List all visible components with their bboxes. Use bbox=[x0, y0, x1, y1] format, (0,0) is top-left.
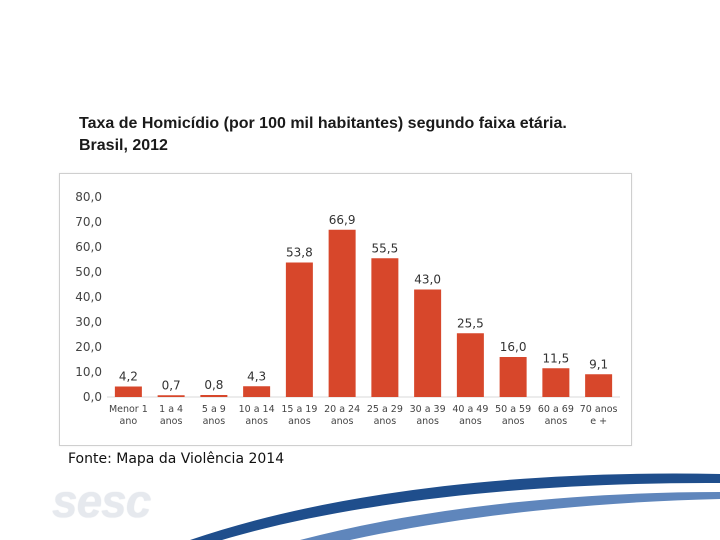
sesc-logo: sesc bbox=[52, 475, 151, 527]
y-tick-label: 10,0 bbox=[75, 365, 102, 379]
decorative-swoosh bbox=[190, 473, 720, 540]
data-label: 9,1 bbox=[589, 357, 608, 371]
data-label: 53,8 bbox=[286, 246, 313, 260]
data-label: 11,5 bbox=[543, 351, 570, 365]
x-tick-label: Menor 1 bbox=[109, 404, 148, 415]
bar bbox=[157, 395, 185, 397]
swoosh-light-band bbox=[300, 492, 720, 540]
swoosh-dark-band bbox=[190, 473, 720, 540]
chart-title-line-1: Taxa de Homicídio (por 100 mil habitante… bbox=[79, 115, 567, 132]
data-label: 0,7 bbox=[162, 378, 181, 392]
chart-area: 80,0 70,0 60,0 50,0 40,0 30,0 20,0 10,0 0,0 4,2 Me… bbox=[59, 173, 632, 446]
x-tick-label: 5 a 9 bbox=[202, 404, 226, 415]
chart-title-line-2: Brasil, 2012 bbox=[79, 137, 168, 154]
x-tick-label-line-2: anos bbox=[203, 416, 226, 427]
y-tick-label: 70,0 bbox=[75, 215, 102, 229]
bar bbox=[285, 262, 313, 397]
x-tick-label-line-2: anos bbox=[374, 416, 397, 427]
y-tick-label: 20,0 bbox=[75, 340, 102, 354]
x-tick-label: 20 a 24 bbox=[324, 404, 360, 415]
source-note: Fonte: Mapa da Violência 2014 bbox=[68, 451, 285, 467]
y-tick-label: 40,0 bbox=[75, 290, 102, 304]
bar-chart: 80,0 70,0 60,0 50,0 40,0 30,0 20,0 10,0 0,0 4,2 Me… bbox=[75, 190, 620, 427]
x-tick-label-line-2: ano bbox=[120, 416, 138, 427]
x-tick-label-line-2: e + bbox=[590, 416, 607, 427]
bar bbox=[414, 289, 442, 397]
x-tick-label-line-2: anos bbox=[288, 416, 311, 427]
bar bbox=[328, 229, 356, 397]
y-tick-label: 80,0 bbox=[75, 190, 102, 204]
bar bbox=[585, 374, 613, 397]
x-tick-label-line-2: anos bbox=[416, 416, 439, 427]
data-label: 66,9 bbox=[329, 213, 356, 227]
bar bbox=[542, 368, 570, 397]
y-tick-label: 30,0 bbox=[75, 315, 102, 329]
x-tick-label-line-2: anos bbox=[245, 416, 268, 427]
x-tick-label: 40 a 49 bbox=[452, 404, 488, 415]
x-tick-label-line-2: anos bbox=[502, 416, 525, 427]
y-tick-label: 50,0 bbox=[75, 265, 102, 279]
bar bbox=[200, 395, 228, 397]
x-tick-label-line-2: anos bbox=[331, 416, 354, 427]
y-tick-label: 0,0 bbox=[83, 390, 102, 404]
bar bbox=[499, 357, 527, 397]
x-tick-label: 30 a 39 bbox=[410, 404, 446, 415]
x-tick-label-line-2: anos bbox=[545, 416, 568, 427]
bar bbox=[114, 386, 142, 397]
x-tick-label: 1 a 4 bbox=[159, 404, 183, 415]
x-tick-label: 60 a 69 bbox=[538, 404, 574, 415]
data-label: 43,0 bbox=[414, 273, 441, 287]
x-tick-label: 15 a 19 bbox=[281, 404, 317, 415]
x-tick-label: 10 a 14 bbox=[239, 404, 275, 415]
bar bbox=[243, 386, 271, 397]
x-tick-label-line-2: anos bbox=[459, 416, 482, 427]
x-tick-label: 25 a 29 bbox=[367, 404, 403, 415]
data-label: 0,8 bbox=[204, 378, 223, 392]
data-label: 4,3 bbox=[247, 369, 266, 383]
chart-title: Taxa de Homicídio (por 100 mil habitante… bbox=[79, 113, 679, 157]
data-label: 4,2 bbox=[119, 370, 138, 384]
bar bbox=[456, 333, 484, 397]
x-tick-label-line-2: anos bbox=[160, 416, 183, 427]
data-label: 55,5 bbox=[372, 241, 399, 255]
x-tick-label: 50 a 59 bbox=[495, 404, 531, 415]
data-label: 25,5 bbox=[457, 316, 484, 330]
x-tick-label: 70 anos bbox=[580, 404, 618, 415]
bar bbox=[371, 258, 399, 397]
data-label: 16,0 bbox=[500, 340, 527, 354]
y-tick-label: 60,0 bbox=[75, 240, 102, 254]
